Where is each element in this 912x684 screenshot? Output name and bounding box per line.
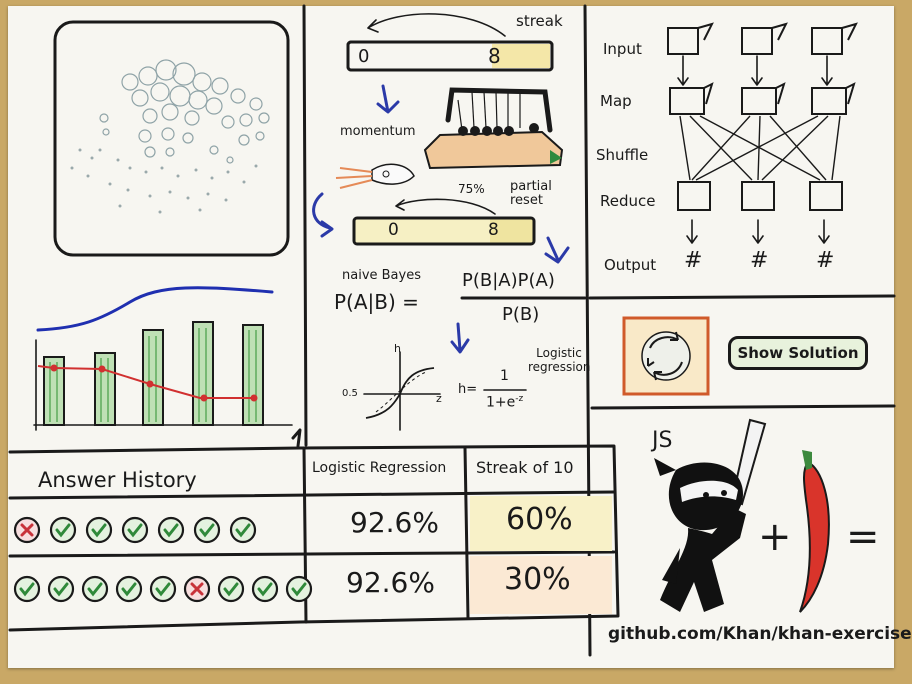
blue-down-arrow-2 [544,236,570,264]
row1-streak-value: 60% [506,502,573,537]
logistic-y-axis-label: h [394,342,401,355]
reset-bar-end-value: 8 [488,220,499,240]
logistic-formula-exponent: -z [515,394,524,404]
output-symbol-2: # [750,248,769,273]
logistic-formula-denominator: 1+e-z [486,394,523,411]
partial-reset-arrow [395,198,496,215]
correct-answer-icon [251,575,279,603]
logistic-formula-den-base: 1+e [486,394,516,411]
logistic-midpoint-label: 0.5 [342,388,358,399]
partial-reset-label: partial reset [510,179,552,208]
output-symbol-1: # [684,248,703,273]
chili-pepper-icon [799,450,830,613]
bayes-lhs: P(A|B) = [334,290,419,314]
column-logistic-regression: Logistic Regression [312,460,447,476]
correct-answer-icon [217,575,245,603]
github-url: github.com/Khan/khan-exercises [608,624,912,644]
rocket-icon [335,163,415,189]
wrong-answer-icon [13,516,41,544]
row2-logistic-value: 92.6% [346,566,435,599]
percent-label: 75% [458,182,485,196]
correct-answer-icon [115,575,143,603]
js-title: JS [652,428,673,453]
logistic-formula-numerator: 1 [500,368,509,384]
answer-row-2 [12,574,314,604]
bar-line-chart [33,286,293,431]
naive-bayes-title: naive Bayes [342,268,421,283]
row1-logistic-value: 92.6% [350,506,439,539]
streak-top-arrow [367,13,506,37]
blue-down-arrow-1 [376,84,400,114]
stage-shuffle: Shuffle [596,146,649,164]
bubble-cluster [99,59,270,164]
blue-curve-arrow-left [312,192,334,238]
reload-icon [641,331,691,381]
correct-answer-icon [13,575,41,603]
correct-answer-icon [85,516,113,544]
output-symbol-3: # [816,248,835,273]
blue-down-arrow-3 [450,322,470,354]
streak-bar-start-value: 0 [358,46,370,67]
stage-reduce: Reduce [600,192,656,210]
answer-history-title: Answer History [38,468,197,492]
correct-answer-icon [285,575,313,603]
ninja-illustration [654,418,767,612]
dot-scatter [70,148,258,214]
streak-label: streak [516,12,563,30]
streak-bar-end-value: 8 [488,44,501,68]
equals-sign: = [846,514,880,560]
correct-answer-icon [47,575,75,603]
stage-input: Input [603,40,642,58]
stage-output: Output [604,256,657,274]
stage-map: Map [600,92,632,110]
history-table-grid [8,444,620,632]
bayes-denominator: P(B) [502,304,540,325]
reload-button[interactable] [624,318,708,394]
plus-sign: + [758,514,792,560]
correct-answer-icon [149,575,177,603]
newtons-cradle [423,87,564,170]
wrong-answer-icon [183,575,211,603]
logistic-x-axis-label: z [436,392,442,405]
streak-bar-partial [352,216,536,246]
logistic-label: Logistic regression [528,346,591,374]
reset-bar-start-value: 0 [388,220,399,240]
correct-answer-icon [157,516,185,544]
row2-streak-value: 30% [504,562,571,597]
mapreduce-diagram [667,22,858,244]
answer-row-1 [12,515,258,545]
logistic-formula-lhs: h= [458,382,478,397]
correct-answer-icon [49,516,77,544]
scatter-image-frame [53,20,290,257]
correct-answer-icon [193,516,221,544]
logistic-sigmoid-plot [363,351,527,431]
show-solution-button[interactable]: Show Solution [728,336,868,370]
correct-answer-icon [229,516,257,544]
bayes-numerator: P(B|A)P(A) [462,270,555,291]
column-streak-of-10: Streak of 10 [476,458,574,477]
correct-answer-icon [81,575,109,603]
momentum-label: momentum [340,124,416,139]
correct-answer-icon [121,516,149,544]
